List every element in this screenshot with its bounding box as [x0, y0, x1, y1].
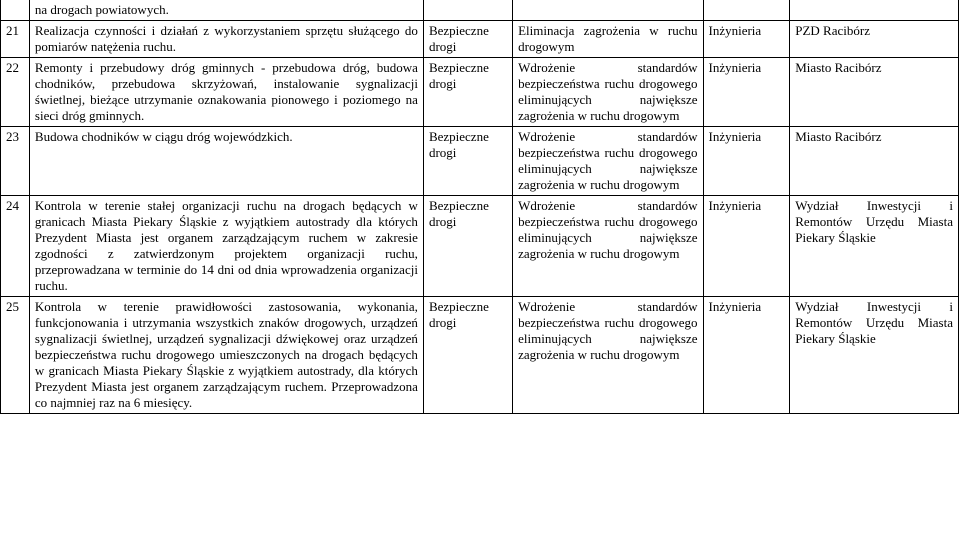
row-goal: Wdrożenie standardów bezpieczeństwa ruch…: [513, 58, 703, 127]
row-category: Bezpieczne drogi: [423, 196, 512, 297]
row-unit: PZD Racibórz: [790, 21, 959, 58]
row-desc: Remonty i przebudowy dróg gminnych - prz…: [29, 58, 423, 127]
table-row: na drogach powiatowych.: [1, 0, 959, 21]
row-number: 23: [1, 127, 30, 196]
table-row: 22Remonty i przebudowy dróg gminnych - p…: [1, 58, 959, 127]
row-unit: Miasto Racibórz: [790, 127, 959, 196]
row-unit: Wydział Inwestycji i Remontów Urzędu Mia…: [790, 196, 959, 297]
row-category: Bezpieczne drogi: [423, 21, 512, 58]
row-desc: Kontrola w terenie prawidłowości zastoso…: [29, 297, 423, 414]
row-number: [1, 0, 30, 21]
row-unit: Miasto Racibórz: [790, 58, 959, 127]
row-type: Inżynieria: [703, 58, 790, 127]
row-category: [423, 0, 512, 21]
row-number: 22: [1, 58, 30, 127]
document-table: na drogach powiatowych.21Realizacja czyn…: [0, 0, 959, 414]
table-row: 24Kontrola w terenie stałej organizacji …: [1, 196, 959, 297]
table-row: 23Budowa chodników w ciągu dróg wojewódz…: [1, 127, 959, 196]
row-goal: Wdrożenie standardów bezpieczeństwa ruch…: [513, 196, 703, 297]
row-desc: Budowa chodników w ciągu dróg wojewódzki…: [29, 127, 423, 196]
row-type: [703, 0, 790, 21]
row-goal: Wdrożenie standardów bezpieczeństwa ruch…: [513, 297, 703, 414]
row-desc: Realizacja czynności i działań z wykorzy…: [29, 21, 423, 58]
row-category: Bezpieczne drogi: [423, 297, 512, 414]
row-type: Inżynieria: [703, 297, 790, 414]
table-row: 21Realizacja czynności i działań z wykor…: [1, 21, 959, 58]
row-number: 21: [1, 21, 30, 58]
row-number: 24: [1, 196, 30, 297]
row-number: 25: [1, 297, 30, 414]
row-goal: [513, 0, 703, 21]
row-desc: Kontrola w terenie stałej organizacji ru…: [29, 196, 423, 297]
row-goal: Wdrożenie standardów bezpieczeństwa ruch…: [513, 127, 703, 196]
row-unit: Wydział Inwestycji i Remontów Urzędu Mia…: [790, 297, 959, 414]
row-desc: na drogach powiatowych.: [29, 0, 423, 21]
row-type: Inżynieria: [703, 21, 790, 58]
row-type: Inżynieria: [703, 127, 790, 196]
row-goal: Eliminacja zagrożenia w ruchu drogowym: [513, 21, 703, 58]
row-category: Bezpieczne drogi: [423, 58, 512, 127]
row-unit: [790, 0, 959, 21]
table-row: 25Kontrola w terenie prawidłowości zasto…: [1, 297, 959, 414]
row-category: Bezpieczne drogi: [423, 127, 512, 196]
row-type: Inżynieria: [703, 196, 790, 297]
